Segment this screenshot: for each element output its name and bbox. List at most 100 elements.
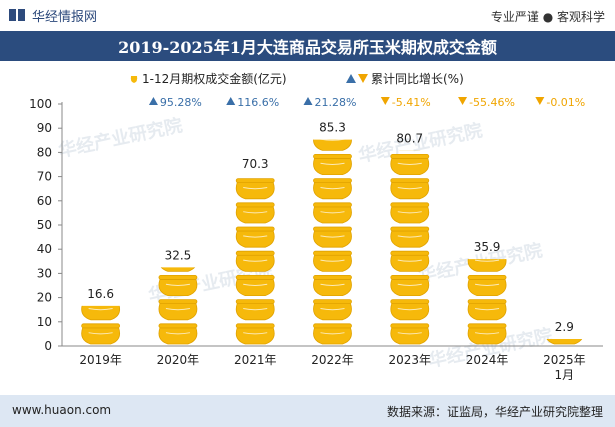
legend-pot-icon <box>130 76 138 83</box>
pot-rim <box>390 226 430 232</box>
up-triangle-icon <box>148 97 158 105</box>
legend: 1-12月期权成交金额(亿元) 累计同比增长(%) <box>130 71 464 86</box>
growth-label-4 <box>380 97 390 105</box>
y-tick-label: 50 <box>37 218 52 232</box>
growth-label-1 <box>148 97 158 105</box>
down-triangle-icon <box>535 97 545 105</box>
pot-body <box>81 327 121 345</box>
bar-partial-icon <box>546 338 583 345</box>
y-tick-label: 20 <box>37 291 52 305</box>
pot-body <box>235 279 275 296</box>
x-tick-label: 2025年 <box>543 353 586 367</box>
pot-body <box>158 327 198 345</box>
pot-rim <box>158 299 198 305</box>
pot-body <box>160 267 196 272</box>
bar-5 <box>467 259 507 345</box>
growth-label-5 <box>458 97 468 105</box>
pot-rim <box>313 274 352 280</box>
pot-rim <box>81 323 121 329</box>
growth-value: 95.28% <box>160 96 202 109</box>
footer-website: www.huaon.com <box>12 403 112 417</box>
pot-body <box>390 303 430 321</box>
pot-body <box>390 327 430 345</box>
pot-rim <box>313 299 352 305</box>
chart: 华经产业研究院华经产业研究院华经产业研究院华经产业研究院华经产业研究院1-12月… <box>29 71 603 382</box>
y-tick-label: 40 <box>37 242 52 256</box>
pot-rim <box>390 154 430 159</box>
chart-title: 2019-2025年1月大连商品交易所玉米期权成交金额 <box>118 38 497 57</box>
pot-body <box>467 259 507 272</box>
pot-rim <box>235 250 275 256</box>
pot-rim <box>313 250 352 256</box>
growth-label-6 <box>535 97 545 105</box>
pot-rim <box>390 299 430 305</box>
legend-label-growth: 累计同比增长(%) <box>371 72 464 86</box>
pot-body <box>390 182 430 200</box>
watermark-text: 华经产业研究院 <box>56 114 184 162</box>
y-tick-label: 70 <box>37 170 52 184</box>
data-label: 32.5 <box>165 248 192 262</box>
pot-body <box>313 158 352 175</box>
down-triangle-icon <box>458 97 468 105</box>
data-label: 85.3 <box>319 121 346 135</box>
bar-0 <box>81 305 121 345</box>
x-tick-label: 2019年 <box>79 353 122 367</box>
growth-value: -0.01% <box>546 96 585 109</box>
pot-rim <box>390 202 430 208</box>
pot-rim <box>390 250 430 256</box>
pot-rim <box>313 154 352 159</box>
pot-body <box>158 279 198 296</box>
pot-body <box>313 139 352 151</box>
growth-value: 21.28% <box>315 96 357 109</box>
down-triangle-icon <box>380 97 390 105</box>
pot-rim <box>467 299 507 305</box>
top-bar: 华经情报网 专业严谨 ● 客观科学 <box>0 0 615 30</box>
pot-body <box>313 279 352 296</box>
pot-rim <box>235 299 275 305</box>
pot-rim <box>313 202 352 208</box>
tagline: 专业严谨 ● 客观科学 <box>490 10 605 24</box>
legend-up-triangle-icon <box>346 74 356 83</box>
growth-label-3 <box>303 97 313 105</box>
growth-value: -55.46% <box>469 96 515 109</box>
pot-body <box>546 338 583 345</box>
pot-body <box>81 305 121 321</box>
pot-rim <box>313 226 352 232</box>
bar-partial-icon <box>81 305 121 321</box>
pot-rim <box>467 274 507 280</box>
pot-rim <box>390 274 430 280</box>
pot-body <box>313 254 352 272</box>
pot-body <box>235 230 275 248</box>
bar-6 <box>546 338 583 345</box>
x-tick-label: 2021年 <box>234 353 277 367</box>
pot-rim <box>235 202 275 208</box>
pot-body <box>235 303 275 321</box>
bar-4 <box>390 150 430 345</box>
x-tick-label: 2024年 <box>466 353 509 367</box>
pot-body <box>235 254 275 272</box>
legend-down-triangle-icon <box>358 74 368 83</box>
pot-body <box>390 230 430 248</box>
y-tick-label: 80 <box>37 145 52 159</box>
pot-body <box>467 303 507 321</box>
up-triangle-icon <box>303 97 313 105</box>
data-label: 35.9 <box>474 240 501 254</box>
data-label: 16.6 <box>87 287 114 301</box>
pot-body <box>313 303 352 321</box>
pot-rim <box>390 178 430 184</box>
y-tick-label: 0 <box>44 339 52 353</box>
pot-body <box>235 182 275 200</box>
growth-value: 116.6% <box>237 96 279 109</box>
pot-body <box>235 206 275 224</box>
bar-3 <box>313 139 352 345</box>
pot-body <box>467 279 507 296</box>
y-tick-label: 100 <box>29 97 52 111</box>
x-tick-label: 1月 <box>555 368 575 382</box>
brand: 华经情报网 <box>8 6 97 25</box>
pot-rim <box>313 323 352 329</box>
brand-logo-icon <box>9 9 25 21</box>
data-label: 2.9 <box>555 320 574 334</box>
bar-1 <box>158 267 198 345</box>
pot-body <box>313 206 352 224</box>
pot-body <box>313 327 352 345</box>
